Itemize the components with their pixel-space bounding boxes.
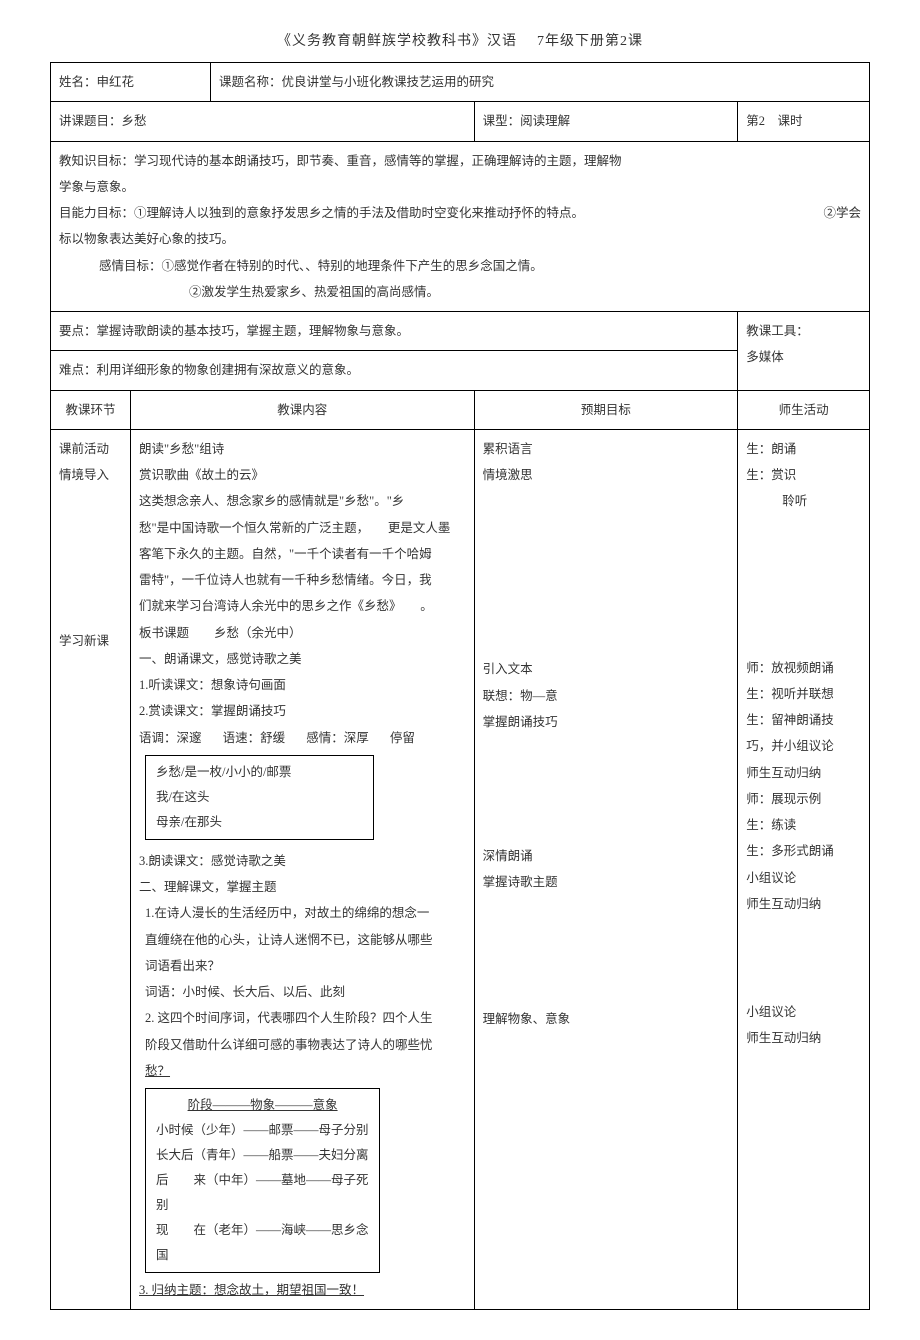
content-new-b2a: 2. 这四个时间序词，代表哪四个人生阶段？四个人生 <box>139 1005 466 1031</box>
stage-image-box: 阶段———物象———意象 小时候（少年）——邮票——母子分别 长大后（青年）——… <box>145 1088 380 1273</box>
box2-line-3: 现 在（老年）——海峡——思乡念国 <box>156 1218 369 1268</box>
content-intro-1: 这类想念亲人、想念家乡的感情就是"乡愁"。"乡 <box>139 488 466 514</box>
goal-a3: 掌握朗诵技巧 <box>483 709 730 735</box>
act-intro2: 聆听 <box>746 488 861 514</box>
a3-tone: 语调：深邃 <box>139 731 202 745</box>
goal-column: 累积语言 情境激思 引入文本 联想：物—意 掌握朗诵技巧 深情朗诵 掌握诗歌主题… <box>474 429 738 1310</box>
obj-ability-1: 能力目标：①理解诗人以独到的意象抒发思乡之情的手法及借助时空变化来推动抒怀的特点… <box>72 206 585 220</box>
content-new-b1c: 词语看出来？ <box>139 953 466 979</box>
box1-line-0: 乡愁/是一枚/小小的/邮票 <box>156 760 363 785</box>
a3-speed: 语速：舒缓 <box>223 731 286 745</box>
content-intro-6: 板书课题 乡愁（余光中） <box>139 620 466 646</box>
goal-a1: 引入文本 <box>483 656 730 682</box>
content-new-b3: 3. 归纳主题：想念故土，期望祖国一致！ <box>139 1277 466 1303</box>
content-pre: 朗读"乡愁"组诗 <box>139 436 466 462</box>
col-header-section: 教课环节 <box>51 390 131 429</box>
act-b5: 师生互动归纳 <box>746 1025 861 1051</box>
content-new-a4: 3.朗读课文：感觉诗歌之美 <box>139 848 466 874</box>
content-intro-0: 赏识歌曲《故土的云》 <box>139 462 466 488</box>
goal-pre: 累积语言 <box>483 436 730 462</box>
goal-b1: 深情朗诵 <box>483 843 730 869</box>
act-b3: 师生互动归纳 <box>746 891 861 917</box>
lesson-title: 讲课题目：乡愁 <box>51 102 475 141</box>
content-new-b-title: 二、理解课文，掌握主题 <box>139 874 466 900</box>
section-intro: 情境导入 <box>59 462 122 488</box>
act-a7: 生：练读 <box>746 812 861 838</box>
act-a2: 生：视听并联想 <box>746 681 861 707</box>
act-b2: 小组议论 <box>746 865 861 891</box>
act-a3: 生：留神朗诵技 <box>746 707 861 733</box>
lesson-type: 课型：阅读理解 <box>474 102 738 141</box>
act-a6: 师：展现示例 <box>746 786 861 812</box>
content-new-b1d: 词语：小时候、长大后、以后、此刻 <box>139 979 466 1005</box>
lesson-period: 第2 课时 <box>738 102 870 141</box>
act-pre: 生：朗诵 <box>746 436 861 462</box>
content-intro-5: 们就来学习台湾诗人余光中的思乡之作《乡愁》 。 <box>139 593 466 619</box>
obj-emotion-1: 感情目标：①感觉作者在特别的时代、、特别的地理条件下产生的思乡念国之情。 <box>59 253 861 279</box>
tools-value: 多媒体 <box>746 344 861 370</box>
obj-knowledge-2: 学象与意象。 <box>59 174 861 200</box>
col-header-content: 教课内容 <box>131 390 475 429</box>
activity-column: 生：朗诵 生：赏识 聆听 师：放视频朗诵 生：视听并联想 生：留神朗诵技 巧，并… <box>738 429 870 1310</box>
title-part-a: 《义务教育朝鲜族学校教科书》汉语 <box>277 34 517 49</box>
section-new: 学习新课 <box>59 628 122 654</box>
act-b1: 生：多形式朗诵 <box>746 838 861 864</box>
title-part-b: 7年级下册第2课 <box>537 34 643 49</box>
content-intro-3: 客笔下永久的主题。自然，"一千个读者有一千个哈姆 <box>139 541 466 567</box>
content-new-a1: 1.听读课文：想象诗句画面 <box>139 672 466 698</box>
obj-prefix: 教 <box>59 154 72 168</box>
obj-emotion-2: ②激发学生热爱家乡、热爱祖国的高尚感情。 <box>59 279 861 305</box>
teaching-tools: 教课工具： 多媒体 <box>738 312 870 391</box>
key-points: 要点：掌握诗歌朗读的基本技巧，掌握主题，理解物象与意象。 <box>51 312 738 351</box>
obj-mid-prefix: 目 <box>59 206 72 220</box>
content-intro-4: 雷特"，一千位诗人也就有一千种乡愁情绪。今日，我 <box>139 567 466 593</box>
goal-b2: 掌握诗歌主题 <box>483 869 730 895</box>
content-new-b1a: 1.在诗人漫长的生活经历中，对故土的绵绵的想念一 <box>139 900 466 926</box>
content-new-a2: 2.赏读课文：掌握朗诵技巧 <box>139 698 466 724</box>
obj-ability-1b: ②学会 <box>823 200 861 226</box>
a3-pause: 停留 <box>390 731 415 745</box>
act-intro1: 生：赏识 <box>746 462 861 488</box>
a3-feel: 感情：深厚 <box>306 731 369 745</box>
col-header-goal: 预期目标 <box>474 390 738 429</box>
lesson-plan-table: 姓名：申红花 课题名称：优良讲堂与小班化教课技艺运用的研究 讲课题目：乡愁 课型… <box>50 62 870 1310</box>
box2-line-1: 长大后（青年）——船票——夫妇分离 <box>156 1143 369 1168</box>
content-new-b2b: 阶段又借助什么详细可感的事物表达了诗人的哪些忧 <box>139 1032 466 1058</box>
act-a4: 巧，并小组议论 <box>746 733 861 759</box>
act-b4: 小组议论 <box>746 999 861 1025</box>
objectives-cell: 教知识目标：学习现代诗的基本朗诵技巧，即节奏、重音，感情等的掌握，正确理解诗的主… <box>51 141 870 312</box>
obj-ability-2: 标以物象表达美好心象的技巧。 <box>59 226 861 252</box>
box1-line-2: 母亲/在那头 <box>156 810 363 835</box>
content-intro-2: 愁"是中国诗歌一个恒久常新的广泛主题， 更是文人墨 <box>139 515 466 541</box>
tools-label: 教课工具： <box>746 318 861 344</box>
content-new-b2c: 愁？ <box>139 1058 466 1084</box>
goal-intro: 情境激思 <box>483 462 730 488</box>
act-a1: 师：放视频朗诵 <box>746 655 861 681</box>
goal-b3: 理解物象、意象 <box>483 1006 730 1032</box>
topic-name: 课题名称：优良讲堂与小班化教课技艺运用的研究 <box>211 63 870 102</box>
col-header-activity: 师生活动 <box>738 390 870 429</box>
content-column: 朗读"乡愁"组诗 赏识歌曲《故土的云》 这类想念亲人、想念家乡的感情就是"乡愁"… <box>131 429 475 1310</box>
box2-line-0: 小时候（少年）——邮票——母子分别 <box>156 1118 369 1143</box>
section-column: 课前活动 情境导入 学习新课 <box>51 429 131 1310</box>
box2-header: 阶段———物象———意象 <box>156 1093 369 1118</box>
difficulty-points: 难点：利用详细形象的物象创建拥有深故意义的意象。 <box>51 351 738 390</box>
box2-line-2: 后 来（中年）——墓地——母子死别 <box>156 1168 369 1218</box>
teacher-name: 姓名：申红花 <box>51 63 211 102</box>
section-pre: 课前活动 <box>59 436 122 462</box>
goal-a2: 联想：物—意 <box>483 683 730 709</box>
document-title: 《义务教育朝鲜族学校教科书》汉语 7年级下册第2课 <box>50 30 870 50</box>
obj-knowledge-1: 知识目标：学习现代诗的基本朗诵技巧，即节奏、重音，感情等的掌握，正确理解诗的主题… <box>72 154 622 168</box>
content-new-a-title: 一、朗诵课文，感觉诗歌之美 <box>139 646 466 672</box>
box1-line-1: 我/在这头 <box>156 785 363 810</box>
content-new-a3: 语调：深邃 语速：舒缓 感情：深厚 停留 <box>139 725 466 751</box>
content-new-b1b: 直缠绕在他的心头，让诗人迷惘不已，这能够从哪些 <box>139 927 466 953</box>
act-a5: 师生互动归纳 <box>746 760 861 786</box>
poem-rhythm-box: 乡愁/是一枚/小小的/邮票 我/在这头 母亲/在那头 <box>145 755 374 840</box>
